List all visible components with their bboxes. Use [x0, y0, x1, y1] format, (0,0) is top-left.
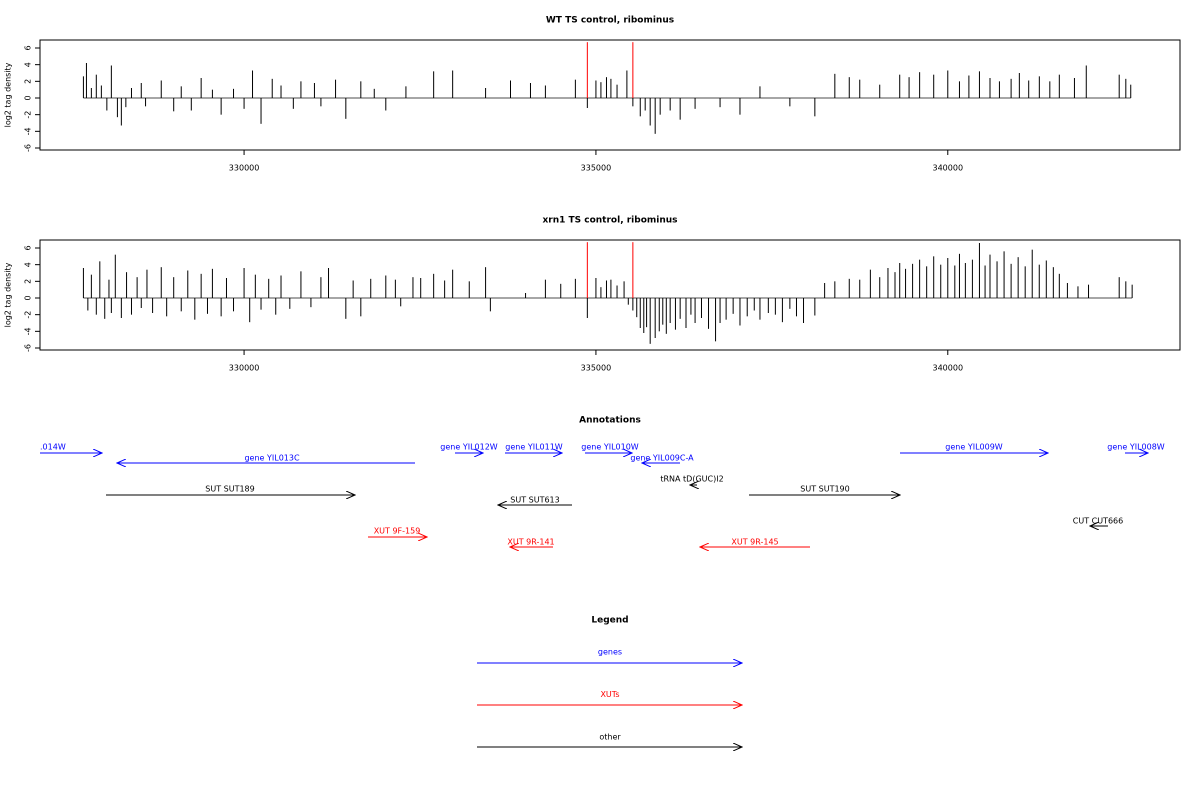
- y-tick-label: 4: [24, 262, 33, 267]
- y-tick-label: 4: [24, 62, 33, 67]
- legend-label: other: [599, 733, 621, 742]
- annotations-title: Annotations: [579, 416, 641, 426]
- plot-frame: [39, 39, 1181, 151]
- x-tick-label: 340000: [933, 164, 964, 173]
- y-tick-label: 6: [24, 45, 33, 50]
- y-tick-label: -2: [24, 111, 33, 119]
- y-tick-label: -4: [24, 327, 33, 335]
- legend-label: XUTs: [600, 690, 619, 699]
- feature-label: gene YIL009C-A: [630, 454, 694, 463]
- x-tick-label: 335000: [581, 164, 612, 173]
- feature-label: gene YIL008W: [1107, 443, 1165, 452]
- y-tick-label: 0: [24, 295, 33, 300]
- panel-title: xrn1 TS control, ribominus: [542, 216, 677, 226]
- y-tick-label: 2: [24, 279, 33, 284]
- y-tick-label: -2: [24, 311, 33, 319]
- y-tick-label: 2: [24, 79, 33, 84]
- feature-label: XUT 9F-159: [374, 527, 421, 536]
- feature-label: XUT 9R-141: [507, 538, 554, 547]
- legend-title: Legend: [591, 616, 628, 626]
- feature-label: gene YIL010W: [581, 443, 639, 452]
- y-tick-label: -6: [24, 144, 33, 152]
- x-tick-label: 330000: [229, 364, 260, 373]
- y-axis-label: log2 tag density: [4, 262, 13, 327]
- plot-frame: [39, 239, 1181, 351]
- feature-label: gene YIL009W: [945, 443, 1003, 452]
- feature-label: gene YIL013C: [244, 454, 300, 463]
- feature-label: SUT SUT190: [800, 485, 849, 494]
- y-tick-label: 6: [24, 245, 33, 250]
- panel-title: WT TS control, ribominus: [546, 16, 674, 26]
- feature-label: gene YIL012W: [440, 443, 498, 452]
- feature-label: gene YIL011W: [505, 443, 563, 452]
- legend-label: genes: [598, 648, 622, 657]
- x-tick-label: 340000: [933, 364, 964, 373]
- feature-label: .014W: [40, 443, 66, 452]
- x-tick-label: 335000: [581, 364, 612, 373]
- feature-label: SUT SUT189: [205, 485, 254, 494]
- feature-label: CUT CUT666: [1073, 517, 1123, 526]
- x-tick-label: 330000: [229, 164, 260, 173]
- feature-label: tRNA tD(GUC)I2: [660, 475, 723, 484]
- y-tick-label: -4: [24, 127, 33, 135]
- feature-label: SUT SUT613: [510, 496, 559, 505]
- y-tick-label: -6: [24, 344, 33, 352]
- feature-label: XUT 9R-145: [731, 538, 778, 547]
- y-axis-label: log2 tag density: [4, 62, 13, 127]
- y-tick-label: 0: [24, 95, 33, 100]
